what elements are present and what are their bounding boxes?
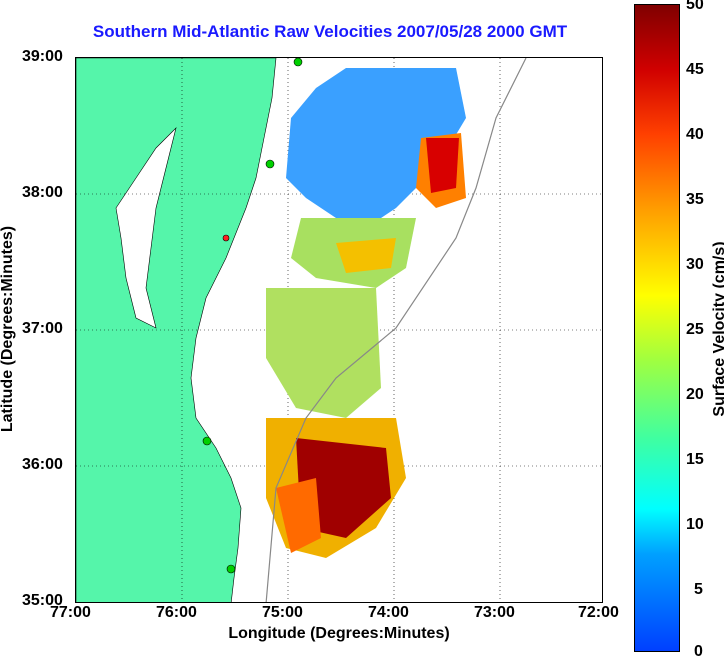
colorbar-tick: 20: [686, 386, 704, 403]
colorbar-label: Surface Velocity (cm/s): [711, 241, 724, 417]
colorbar-tick: 5: [694, 581, 703, 598]
y-tick-label: 39:00: [22, 48, 63, 65]
land-mass: [76, 58, 277, 602]
velocity-field: [266, 68, 466, 558]
y-tick-label: 37:00: [22, 320, 63, 337]
site-marker: [293, 58, 303, 67]
y-tick-label: 35:00: [22, 592, 63, 609]
chesapeake-bay: [115, 127, 177, 329]
colorbar-tick: 40: [686, 126, 704, 143]
colorbar-tick: 50: [686, 0, 704, 13]
colorbar-tick: 0: [694, 643, 703, 660]
y-tick-label: 36:00: [22, 456, 63, 473]
map-title: Southern Mid-Atlantic Raw Velocities 200…: [92, 22, 568, 41]
x-tick-label: 77:00: [50, 604, 91, 621]
x-tick-label: 75:00: [262, 604, 303, 621]
site-marker: [226, 564, 236, 574]
site-marker: [202, 436, 212, 446]
y-tick-label: 38:00: [22, 184, 63, 201]
map-plot-area[interactable]: [75, 57, 603, 603]
x-tick-label: 74:00: [368, 604, 409, 621]
colorbar-tick: 25: [686, 321, 704, 338]
colorbar-tick: 45: [686, 61, 704, 78]
colorbar-tick: 15: [686, 451, 704, 468]
x-tick-label: 76:00: [156, 604, 197, 621]
colorbar-tick: 10: [686, 516, 704, 533]
site-marker: [222, 234, 230, 242]
map-svg: [76, 58, 602, 602]
x-tick-label: 72:00: [578, 604, 619, 621]
y-axis-label: Latitude (Degrees:Minutes): [0, 225, 16, 433]
x-axis-label: Longitude (Degrees:Minutes): [228, 625, 450, 642]
colorbar: [634, 4, 680, 652]
site-marker: [265, 159, 275, 169]
x-tick-label: 73:00: [474, 604, 515, 621]
shelf-contour: [265, 58, 527, 602]
colorbar-tick: 35: [686, 191, 704, 208]
colorbar-tick: 30: [686, 256, 704, 273]
